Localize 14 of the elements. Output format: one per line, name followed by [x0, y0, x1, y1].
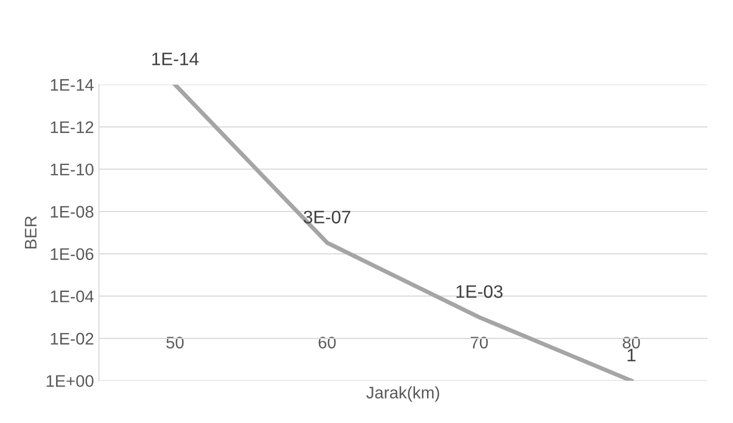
y-tick-label: 1E-04 — [50, 290, 94, 302]
y-axis-title: BER — [24, 216, 36, 248]
y-tick-label: 1E-02 — [50, 332, 94, 345]
text: 3E-07 — [304, 210, 350, 224]
y-tick-label: 1E+00 — [46, 375, 94, 387]
y-tick-label: 1E-14 — [50, 79, 94, 91]
x-axis-title: Jarak(km) — [366, 386, 440, 402]
y-tick-label: 1E-12 — [50, 121, 94, 133]
text: 1E-14 — [152, 52, 199, 66]
y-tick-label: 1E-08 — [50, 206, 94, 218]
text: 1E-03 — [456, 285, 502, 298]
y-tick-label: 1E-06 — [50, 248, 94, 260]
y-tick-label: 1E-10 — [50, 164, 94, 176]
text: 1 — [628, 348, 636, 362]
